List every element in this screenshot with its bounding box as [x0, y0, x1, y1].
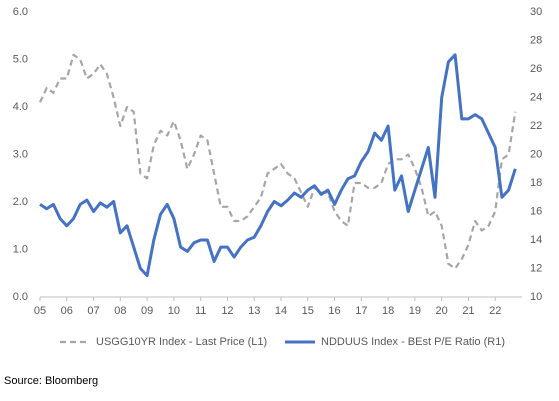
y2-tick-label: 28 — [530, 34, 542, 46]
x-tick-label: 08 — [114, 305, 126, 317]
y-tick-label: 3.0 — [13, 148, 28, 160]
y2-tick-label: 24 — [530, 91, 542, 103]
y2-tick-label: 18 — [530, 177, 542, 189]
y2-tick-label: 30 — [530, 6, 542, 18]
x-tick-label: 18 — [382, 305, 394, 317]
y2-tick-label: 14 — [530, 234, 542, 246]
legend-label: NDDUUS Index - BEst P/E Ratio (R1) — [321, 336, 505, 348]
x-tick-label: 20 — [436, 305, 448, 317]
y2-tick-label: 10 — [530, 291, 542, 303]
x-tick-label: 19 — [409, 305, 421, 317]
x-tick-label: 14 — [275, 305, 287, 317]
x-tick-label: 09 — [141, 305, 153, 317]
y2-tick-label: 26 — [530, 63, 542, 75]
series-line — [39, 53, 517, 278]
x-tick-label: 17 — [355, 305, 367, 317]
y-tick-label: 2.0 — [13, 196, 28, 208]
y-tick-label: 6.0 — [13, 6, 28, 18]
x-tick-label: 16 — [328, 305, 340, 317]
series-line — [39, 53, 517, 270]
y2-tick-label: 20 — [530, 148, 542, 160]
y-tick-label: 0.0 — [13, 291, 28, 303]
x-tick-label: 13 — [248, 305, 260, 317]
x-tick-label: 07 — [87, 305, 99, 317]
y2-tick-label: 16 — [530, 205, 542, 217]
y-tick-label: 5.0 — [13, 53, 28, 65]
y-tick-label: 1.0 — [13, 243, 28, 255]
y2-tick-label: 22 — [530, 120, 542, 132]
y2-tick-label: 12 — [530, 262, 542, 274]
x-tick-label: 21 — [462, 305, 474, 317]
x-tick-label: 06 — [61, 305, 73, 317]
x-tick-label: 12 — [221, 305, 233, 317]
y-tick-label: 4.0 — [13, 101, 28, 113]
x-tick-label: 11 — [195, 305, 206, 317]
x-tick-label: 15 — [302, 305, 314, 317]
x-tick-label: 22 — [489, 305, 501, 317]
x-tick-label: 10 — [168, 305, 180, 317]
source-note: Source: Bloomberg — [4, 375, 98, 387]
legend-label: USGG10YR Index - Last Price (L1) — [96, 336, 267, 348]
x-tick-label: 05 — [34, 305, 46, 317]
